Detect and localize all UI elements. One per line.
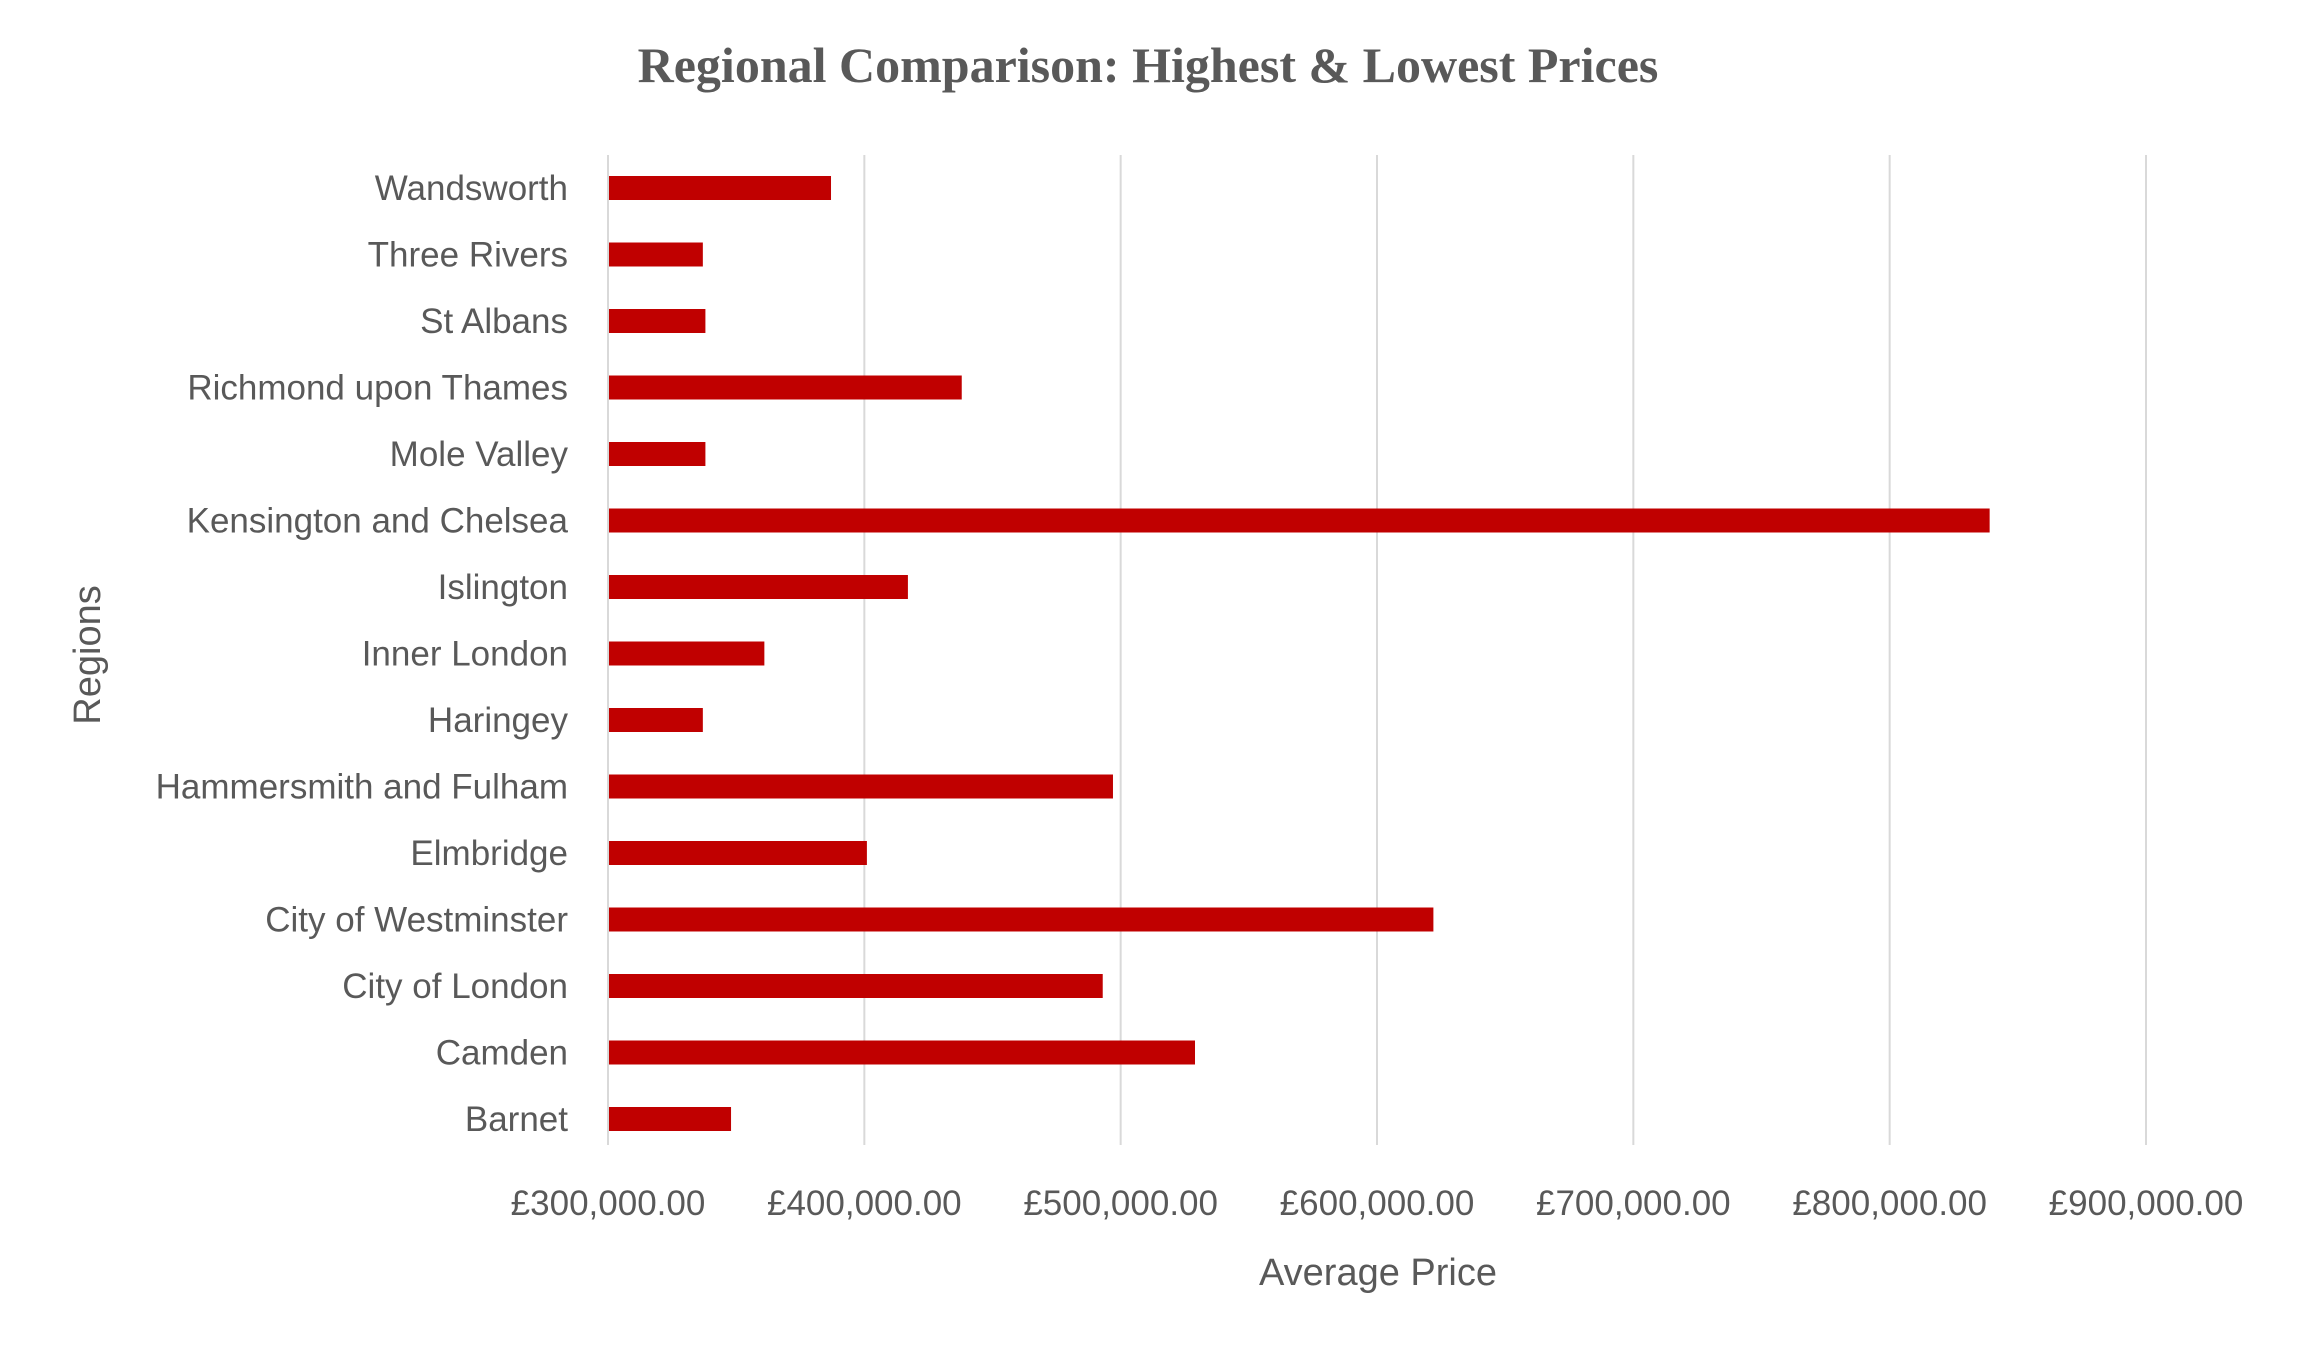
y-axis-label: Regions — [67, 585, 109, 724]
y-tick-label: Elmbridge — [410, 834, 568, 873]
bar-elmbridge — [608, 841, 867, 865]
y-tick-label: City of Westminster — [265, 901, 568, 940]
y-tick-label: Wandsworth — [375, 169, 568, 208]
bar-mole-valley — [608, 442, 706, 466]
bar-camden — [608, 1040, 1196, 1065]
x-tick-label: £500,000.00 — [1023, 1184, 1218, 1223]
bar-city-of-westminster — [608, 907, 1434, 932]
x-tick-label: £600,000.00 — [1280, 1184, 1475, 1223]
y-tick-label: Hammersmith and Fulham — [156, 768, 568, 807]
bar-hammersmith-and-fulham — [608, 774, 1113, 799]
bar-islington — [608, 575, 908, 599]
y-tick-label: Camden — [436, 1034, 568, 1073]
bar-three-rivers — [608, 242, 703, 267]
bar-inner-london — [608, 641, 765, 666]
y-axis-tick-labels: Barnet Camden City of London City of Westmi… — [156, 169, 569, 1139]
y-tick-label: St Albans — [420, 302, 568, 341]
y-tick-label: Three Rivers — [368, 236, 568, 275]
x-tick-label: £900,000.00 — [2049, 1184, 2244, 1223]
y-tick-label: Islington — [438, 568, 568, 607]
bar-kensington-and-chelsea — [608, 508, 1990, 533]
y-tick-label: Richmond upon Thames — [187, 369, 568, 408]
y-tick-label: Inner London — [362, 635, 568, 674]
bar-haringey — [608, 708, 703, 732]
bar-wandsworth — [608, 176, 832, 200]
y-tick-label: Haringey — [428, 701, 569, 740]
bar-barnet — [608, 1107, 732, 1131]
y-tick-label: Kensington and Chelsea — [187, 502, 569, 541]
x-tick-label: £800,000.00 — [1792, 1184, 1987, 1223]
x-tick-label: £300,000.00 — [511, 1184, 706, 1223]
x-axis-label: Average Price — [1259, 1252, 1497, 1294]
y-tick-label: Barnet — [465, 1100, 568, 1139]
x-tick-label: £400,000.00 — [767, 1184, 962, 1223]
y-tick-label: Mole Valley — [390, 435, 569, 474]
bar-st-albans — [608, 309, 706, 333]
bar-richmond-upon-thames — [608, 375, 962, 400]
chart-title: Regional Comparison: Highest & Lowest Pr… — [638, 37, 1659, 93]
bar-city-of-london — [608, 974, 1103, 998]
bars — [608, 176, 1990, 1131]
x-tick-label: £700,000.00 — [1536, 1184, 1731, 1223]
x-axis-tick-labels: £300,000.00 £400,000.00 £500,000.00 £600,00… — [511, 1184, 2244, 1223]
y-tick-label: City of London — [342, 967, 568, 1006]
